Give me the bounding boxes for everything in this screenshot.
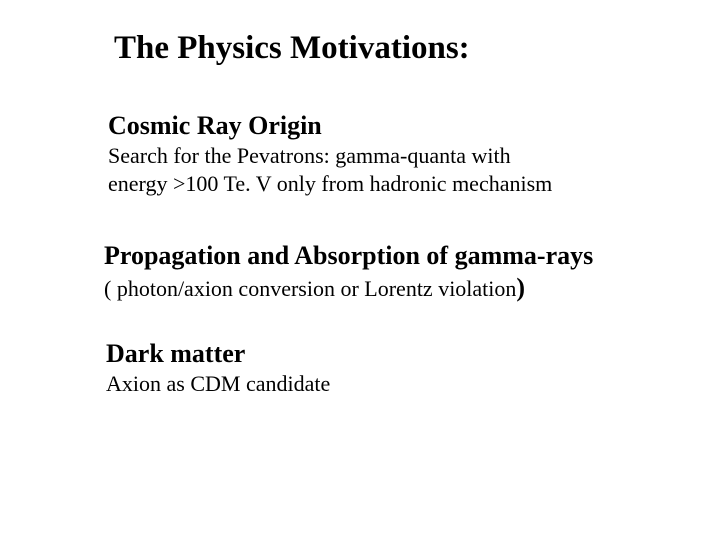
subheading-cosmic-ray-origin: Cosmic Ray Origin xyxy=(108,111,720,141)
slide: The Physics Motivations: Cosmic Ray Orig… xyxy=(0,0,720,540)
section-propagation-absorption: Propagation and Absorption of gamma-rays… xyxy=(104,241,720,303)
body-cosmic-ray-origin-l1: Search for the Pevatrons: gamma-quanta w… xyxy=(108,143,720,169)
section-dark-matter: Dark matter Axion as CDM candidate xyxy=(106,339,720,397)
subheading-propagation-absorption: Propagation and Absorption of gamma-rays xyxy=(104,241,720,271)
slide-title: The Physics Motivations: xyxy=(114,30,720,67)
paren-text: ( photon/axion conversion or Lorentz vio… xyxy=(104,276,516,301)
paren-tail: ) xyxy=(516,273,525,302)
section-cosmic-ray-origin: Cosmic Ray Origin Search for the Pevatro… xyxy=(108,111,720,197)
body-propagation-absorption: ( photon/axion conversion or Lorentz vio… xyxy=(104,273,720,303)
body-dark-matter: Axion as CDM candidate xyxy=(106,371,720,397)
body-cosmic-ray-origin-l2: energy >100 Te. V only from hadronic mec… xyxy=(108,171,720,197)
subheading-dark-matter: Dark matter xyxy=(106,339,720,369)
